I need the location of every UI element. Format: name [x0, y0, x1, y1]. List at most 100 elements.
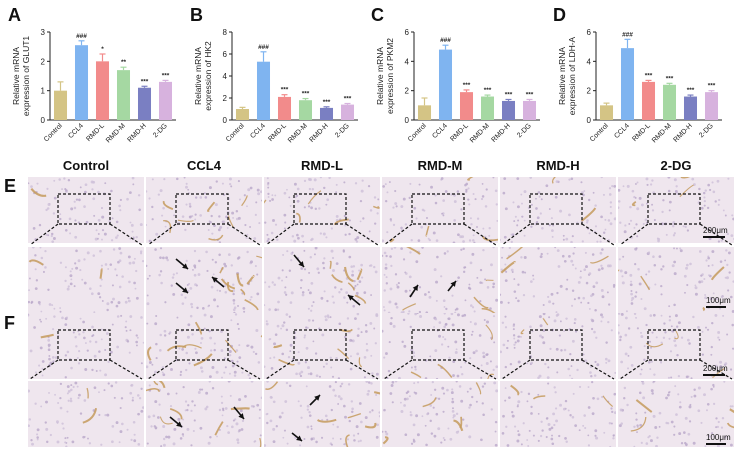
nucleus-dot — [443, 252, 447, 255]
nucleus-dot — [464, 361, 467, 364]
stain-streak — [194, 321, 202, 335]
nucleus-dot — [326, 418, 329, 421]
nucleus-dot — [517, 433, 521, 437]
bar — [459, 92, 474, 120]
nucleus-dot — [232, 292, 235, 296]
nucleus-dot — [514, 425, 517, 428]
nucleus-dot — [658, 411, 662, 415]
nucleus-dot — [677, 321, 681, 325]
nucleus-dot — [192, 268, 194, 271]
arrow-head — [314, 395, 320, 401]
nucleus-dot — [92, 197, 96, 201]
nucleus-dot — [178, 347, 181, 350]
nucleus-dot — [203, 327, 206, 330]
nucleus-dot — [31, 442, 34, 446]
nucleus-dot — [97, 218, 101, 222]
nucleus-dot — [483, 319, 486, 321]
nucleus-dot — [367, 381, 371, 384]
stain-streak — [481, 308, 496, 313]
nucleus-dot — [673, 247, 675, 250]
bar — [74, 45, 89, 121]
nucleus-dot — [660, 360, 662, 363]
stain-streak — [345, 434, 350, 447]
nucleus-dot — [276, 308, 280, 311]
nucleus-dot — [186, 284, 189, 287]
nucleus-dot — [139, 223, 143, 227]
nucleus-dot — [478, 334, 482, 337]
nucleus-dot — [172, 292, 176, 296]
nucleus-dot — [565, 237, 569, 241]
nucleus-dot — [83, 399, 87, 402]
nucleus-dot — [273, 283, 277, 286]
nucleus-dot — [205, 405, 209, 409]
stain-streak — [712, 367, 726, 379]
nucleus-dot — [366, 392, 370, 396]
nucleus-dot — [110, 300, 114, 304]
nucleus-dot — [93, 354, 97, 358]
nucleus-dot — [584, 251, 587, 254]
nucleus-dot — [600, 320, 603, 323]
nucleus-dot — [224, 290, 228, 294]
nucleus-dot — [293, 239, 297, 243]
nucleus-dot — [354, 182, 358, 185]
nucleus-dot — [79, 186, 82, 189]
nucleus-dot — [556, 291, 559, 295]
nucleus-dot — [492, 285, 495, 289]
zoom-connector-line — [383, 359, 413, 380]
nucleus-dot — [77, 396, 80, 400]
nucleus-dot — [530, 412, 533, 415]
nucleus-dot — [305, 326, 308, 329]
nucleus-dot — [559, 320, 562, 323]
nucleus-dot — [488, 226, 491, 230]
nucleus-dot — [200, 370, 204, 373]
nucleus-dot — [500, 300, 503, 304]
y-tick-label: 8 — [223, 28, 228, 37]
nucleus-dot — [318, 327, 321, 330]
nucleus-dot — [591, 412, 595, 416]
stain-streak — [207, 201, 216, 212]
nucleus-dot — [465, 190, 468, 193]
nucleus-dot — [584, 359, 588, 363]
nucleus-dot — [482, 413, 485, 416]
nucleus-dot — [400, 409, 404, 413]
nucleus-dot — [285, 328, 289, 332]
stain-streak — [402, 303, 417, 311]
nucleus-dot — [348, 255, 352, 259]
nucleus-dot — [88, 442, 92, 445]
nucleus-dot — [451, 323, 455, 327]
nucleus-dot — [179, 437, 183, 440]
nucleus-dot — [656, 237, 659, 240]
nucleus-dot — [408, 196, 411, 200]
nucleus-dot — [488, 234, 491, 237]
nucleus-dot — [469, 403, 472, 407]
nucleus-dot — [357, 440, 360, 443]
nucleus-dot — [437, 427, 441, 431]
nucleus-dot — [368, 230, 371, 233]
nucleus-dot — [249, 186, 253, 190]
nucleus-dot — [442, 436, 445, 439]
nucleus-dot — [96, 237, 99, 240]
nucleus-dot — [560, 349, 563, 352]
nucleus-dot — [651, 331, 654, 334]
nucleus-dot — [288, 269, 292, 272]
nucleus-dot — [160, 445, 163, 447]
nucleus-dot — [155, 232, 159, 236]
nucleus-dot — [649, 368, 652, 371]
nucleus-dot — [430, 185, 433, 189]
nucleus-dot — [619, 338, 622, 342]
nucleus-dot — [383, 408, 386, 412]
nucleus-dot — [607, 359, 611, 363]
nucleus-dot — [256, 188, 260, 192]
nucleus-dot — [658, 255, 662, 258]
nucleus-dot — [555, 311, 558, 313]
nucleus-dot — [652, 381, 656, 383]
nucleus-dot — [594, 434, 597, 437]
nucleus-dot — [300, 416, 303, 419]
nucleus-dot — [209, 336, 213, 340]
nucleus-dot — [591, 319, 595, 323]
nucleus-dot — [575, 330, 578, 333]
nucleus-dot — [272, 440, 276, 444]
nucleus-dot — [243, 310, 246, 313]
nucleus-dot — [267, 196, 270, 198]
